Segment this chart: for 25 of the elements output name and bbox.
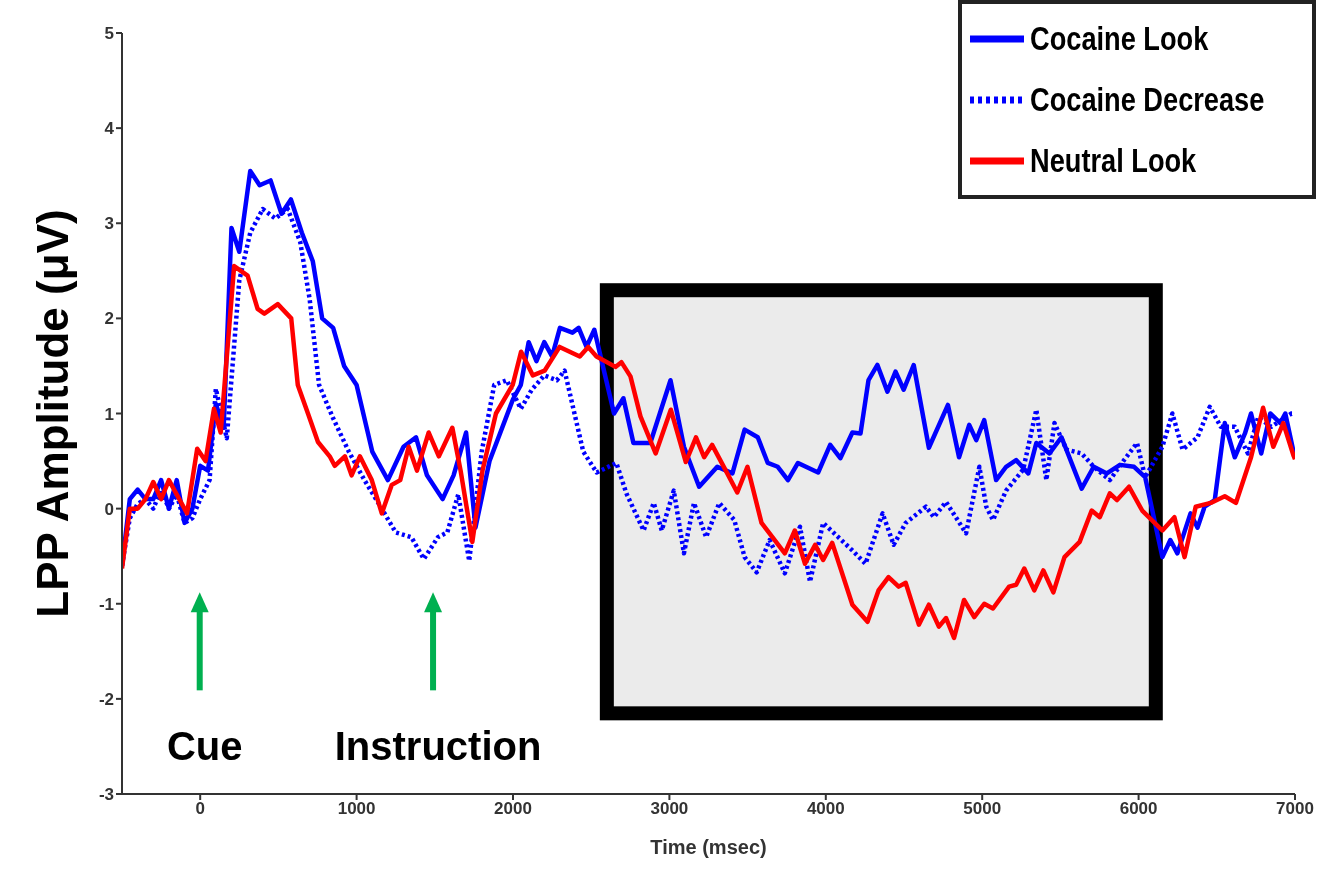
y-tick-label: 5: [104, 24, 114, 44]
y-tick-label: 2: [104, 309, 114, 329]
x-tick-label: 2000: [494, 799, 532, 819]
x-tick-label: 3000: [650, 799, 689, 819]
y-axis-title: LPP Amplitude (μV): [27, 209, 77, 618]
x-tick-label: 7000: [1276, 799, 1314, 819]
y-tick-label: 0: [104, 499, 114, 519]
y-tick-label: 4: [104, 119, 115, 139]
x-tick-label: 0: [195, 799, 205, 819]
x-tick-label: 4000: [806, 799, 845, 819]
y-tick-label: -1: [98, 594, 114, 614]
x-tick-label: 1000: [337, 799, 376, 819]
legend-label: Neutral Look: [1030, 141, 1198, 180]
legend-label: Cocaine Decrease: [1030, 80, 1265, 119]
y-tick-label: 1: [104, 404, 114, 424]
legend-label: Cocaine Look: [1030, 19, 1210, 58]
y-tick-label: 3: [104, 214, 114, 234]
x-tick-label: 5000: [963, 799, 1002, 819]
annotation: Cue: [166, 723, 243, 768]
x-tick-label: 6000: [1119, 799, 1158, 819]
y-tick-label: -2: [98, 689, 114, 709]
x-axis-title: Time (msec): [650, 836, 767, 858]
y-tick-label: -3: [98, 785, 114, 805]
line-series: [122, 263, 1295, 641]
annotation: Instruction: [334, 723, 542, 768]
